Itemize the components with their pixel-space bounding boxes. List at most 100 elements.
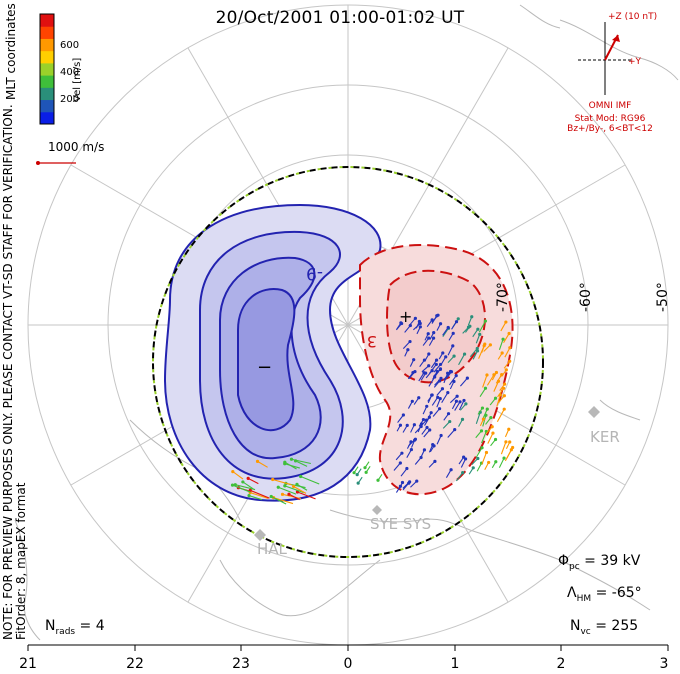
- negative-contour-label: -9: [306, 263, 323, 283]
- vector-arrow: [257, 460, 268, 468]
- vector-arrow: [284, 485, 304, 494]
- site-label-ker: KER: [590, 428, 620, 446]
- vector-arrow: [505, 441, 511, 450]
- mlt-tick-1: 1: [450, 656, 460, 672]
- colorbar-segment: [40, 75, 54, 88]
- positive-contour-label: 3: [367, 332, 377, 351]
- vector-arrow: [442, 328, 449, 338]
- vector-arrow: [497, 395, 505, 404]
- vector-arrow: [421, 427, 428, 435]
- vector-arrow: [462, 326, 469, 334]
- vector-arrow: [496, 408, 505, 423]
- vector-arrow: [475, 412, 481, 424]
- vector-arrow: [293, 486, 307, 494]
- vector-arrow: [407, 401, 413, 409]
- vector-arrow: [447, 355, 455, 364]
- vector-arrow: [467, 316, 473, 326]
- vector-arrow: [421, 365, 430, 373]
- vector-arrow: [441, 392, 449, 403]
- vector-arrow: [402, 341, 411, 349]
- vector-arrow: [436, 323, 442, 331]
- colorbar-tick-400: 400: [60, 67, 80, 78]
- vector-arrow: [504, 347, 511, 358]
- vector-arrow: [504, 429, 510, 438]
- vector-arrow: [468, 467, 474, 475]
- vector-arrow: [248, 495, 263, 501]
- mlt-tick-22: 22: [126, 656, 144, 672]
- vector-arrow: [498, 457, 505, 468]
- reference-vector-label: 1000 m/s: [48, 140, 105, 154]
- vector-arrow: [436, 388, 443, 396]
- vector-arrow: [445, 371, 452, 379]
- vector-arrow: [395, 452, 403, 461]
- colorbar-segment: [40, 14, 54, 27]
- vector-arrow: [273, 497, 294, 505]
- vector-arrow: [408, 371, 416, 380]
- colorbar-frame: [39, 13, 55, 125]
- vector-arrow: [481, 431, 487, 444]
- vector-arrow: [436, 398, 441, 408]
- vector-arrow: [433, 364, 441, 373]
- vector-arrow: [250, 489, 270, 499]
- mlat-label-70: -70°: [495, 282, 511, 312]
- vector-arrow: [284, 463, 301, 469]
- vector-arrow: [232, 484, 251, 493]
- vector-arrow: [272, 478, 292, 486]
- vector-arrow: [288, 493, 300, 501]
- vector-arrow: [397, 414, 404, 423]
- vector-arrow: [440, 356, 447, 366]
- colorbar-segment: [40, 62, 54, 76]
- vector-arrow: [479, 418, 484, 427]
- mlt-axis-ticks: [27, 645, 669, 651]
- vector-arrow: [427, 394, 433, 404]
- vector-arrow: [497, 387, 505, 398]
- vector-arrow: [500, 321, 507, 332]
- vector-arrow: [428, 337, 435, 346]
- vector-arrow: [400, 468, 408, 477]
- reference-vector: [36, 161, 76, 165]
- vector-arrow: [295, 460, 308, 467]
- vector-arrow: [445, 469, 452, 478]
- vector-arrow: [428, 444, 434, 453]
- vector-arrow: [489, 397, 496, 406]
- vector-arrow: [501, 369, 507, 377]
- vector-arrow: [377, 473, 383, 481]
- mlat-label-60: -60°: [578, 282, 594, 312]
- colorbar-axis-label: Vel [m/s]: [72, 57, 83, 102]
- fit-order-line: FitOrder: 8, mapEX format: [14, 482, 28, 640]
- vector-arrow: [235, 484, 256, 491]
- colorbar-segment: [40, 26, 54, 39]
- vector-arrow: [410, 424, 415, 433]
- imf-source: OMNI IMF: [588, 101, 632, 111]
- vector-arrow: [442, 421, 451, 429]
- vector-arrow: [406, 449, 412, 458]
- mlat-label-50: -50°: [655, 282, 671, 312]
- colorbar-tick-600: 600: [60, 40, 80, 51]
- vector-arrow: [417, 423, 423, 433]
- vector-arrow: [433, 380, 441, 388]
- vector-arrow: [423, 429, 431, 438]
- vector-arrow: [472, 350, 479, 360]
- colorbar-segment: [40, 38, 54, 52]
- positive-cell-maximum: +: [399, 307, 412, 326]
- imf-z-label: +Z (10 nT): [608, 12, 658, 22]
- vector-arrow: [249, 492, 269, 499]
- n-rads-value: 4: [95, 618, 105, 634]
- imf-y-label: +Y: [628, 57, 642, 67]
- vector-arrow: [449, 395, 458, 404]
- vector-arrow: [503, 360, 511, 369]
- vector-arrow: [498, 339, 504, 350]
- vector-arrow: [278, 486, 297, 495]
- vector-arrow: [499, 383, 506, 391]
- radar-count: Nrads = 4: [45, 618, 105, 637]
- vector-arrow: [506, 447, 514, 459]
- vector-arrow: [438, 352, 444, 360]
- vector-arrow: [472, 328, 479, 338]
- vector-arrow: [454, 401, 461, 411]
- vector-arrow: [503, 333, 510, 343]
- vector-arrow: [418, 372, 425, 382]
- vector-arrow: [482, 415, 487, 427]
- vector-arrow: [500, 441, 507, 455]
- velocity-colorbar: [39, 13, 55, 125]
- vector-arrow: [478, 320, 486, 333]
